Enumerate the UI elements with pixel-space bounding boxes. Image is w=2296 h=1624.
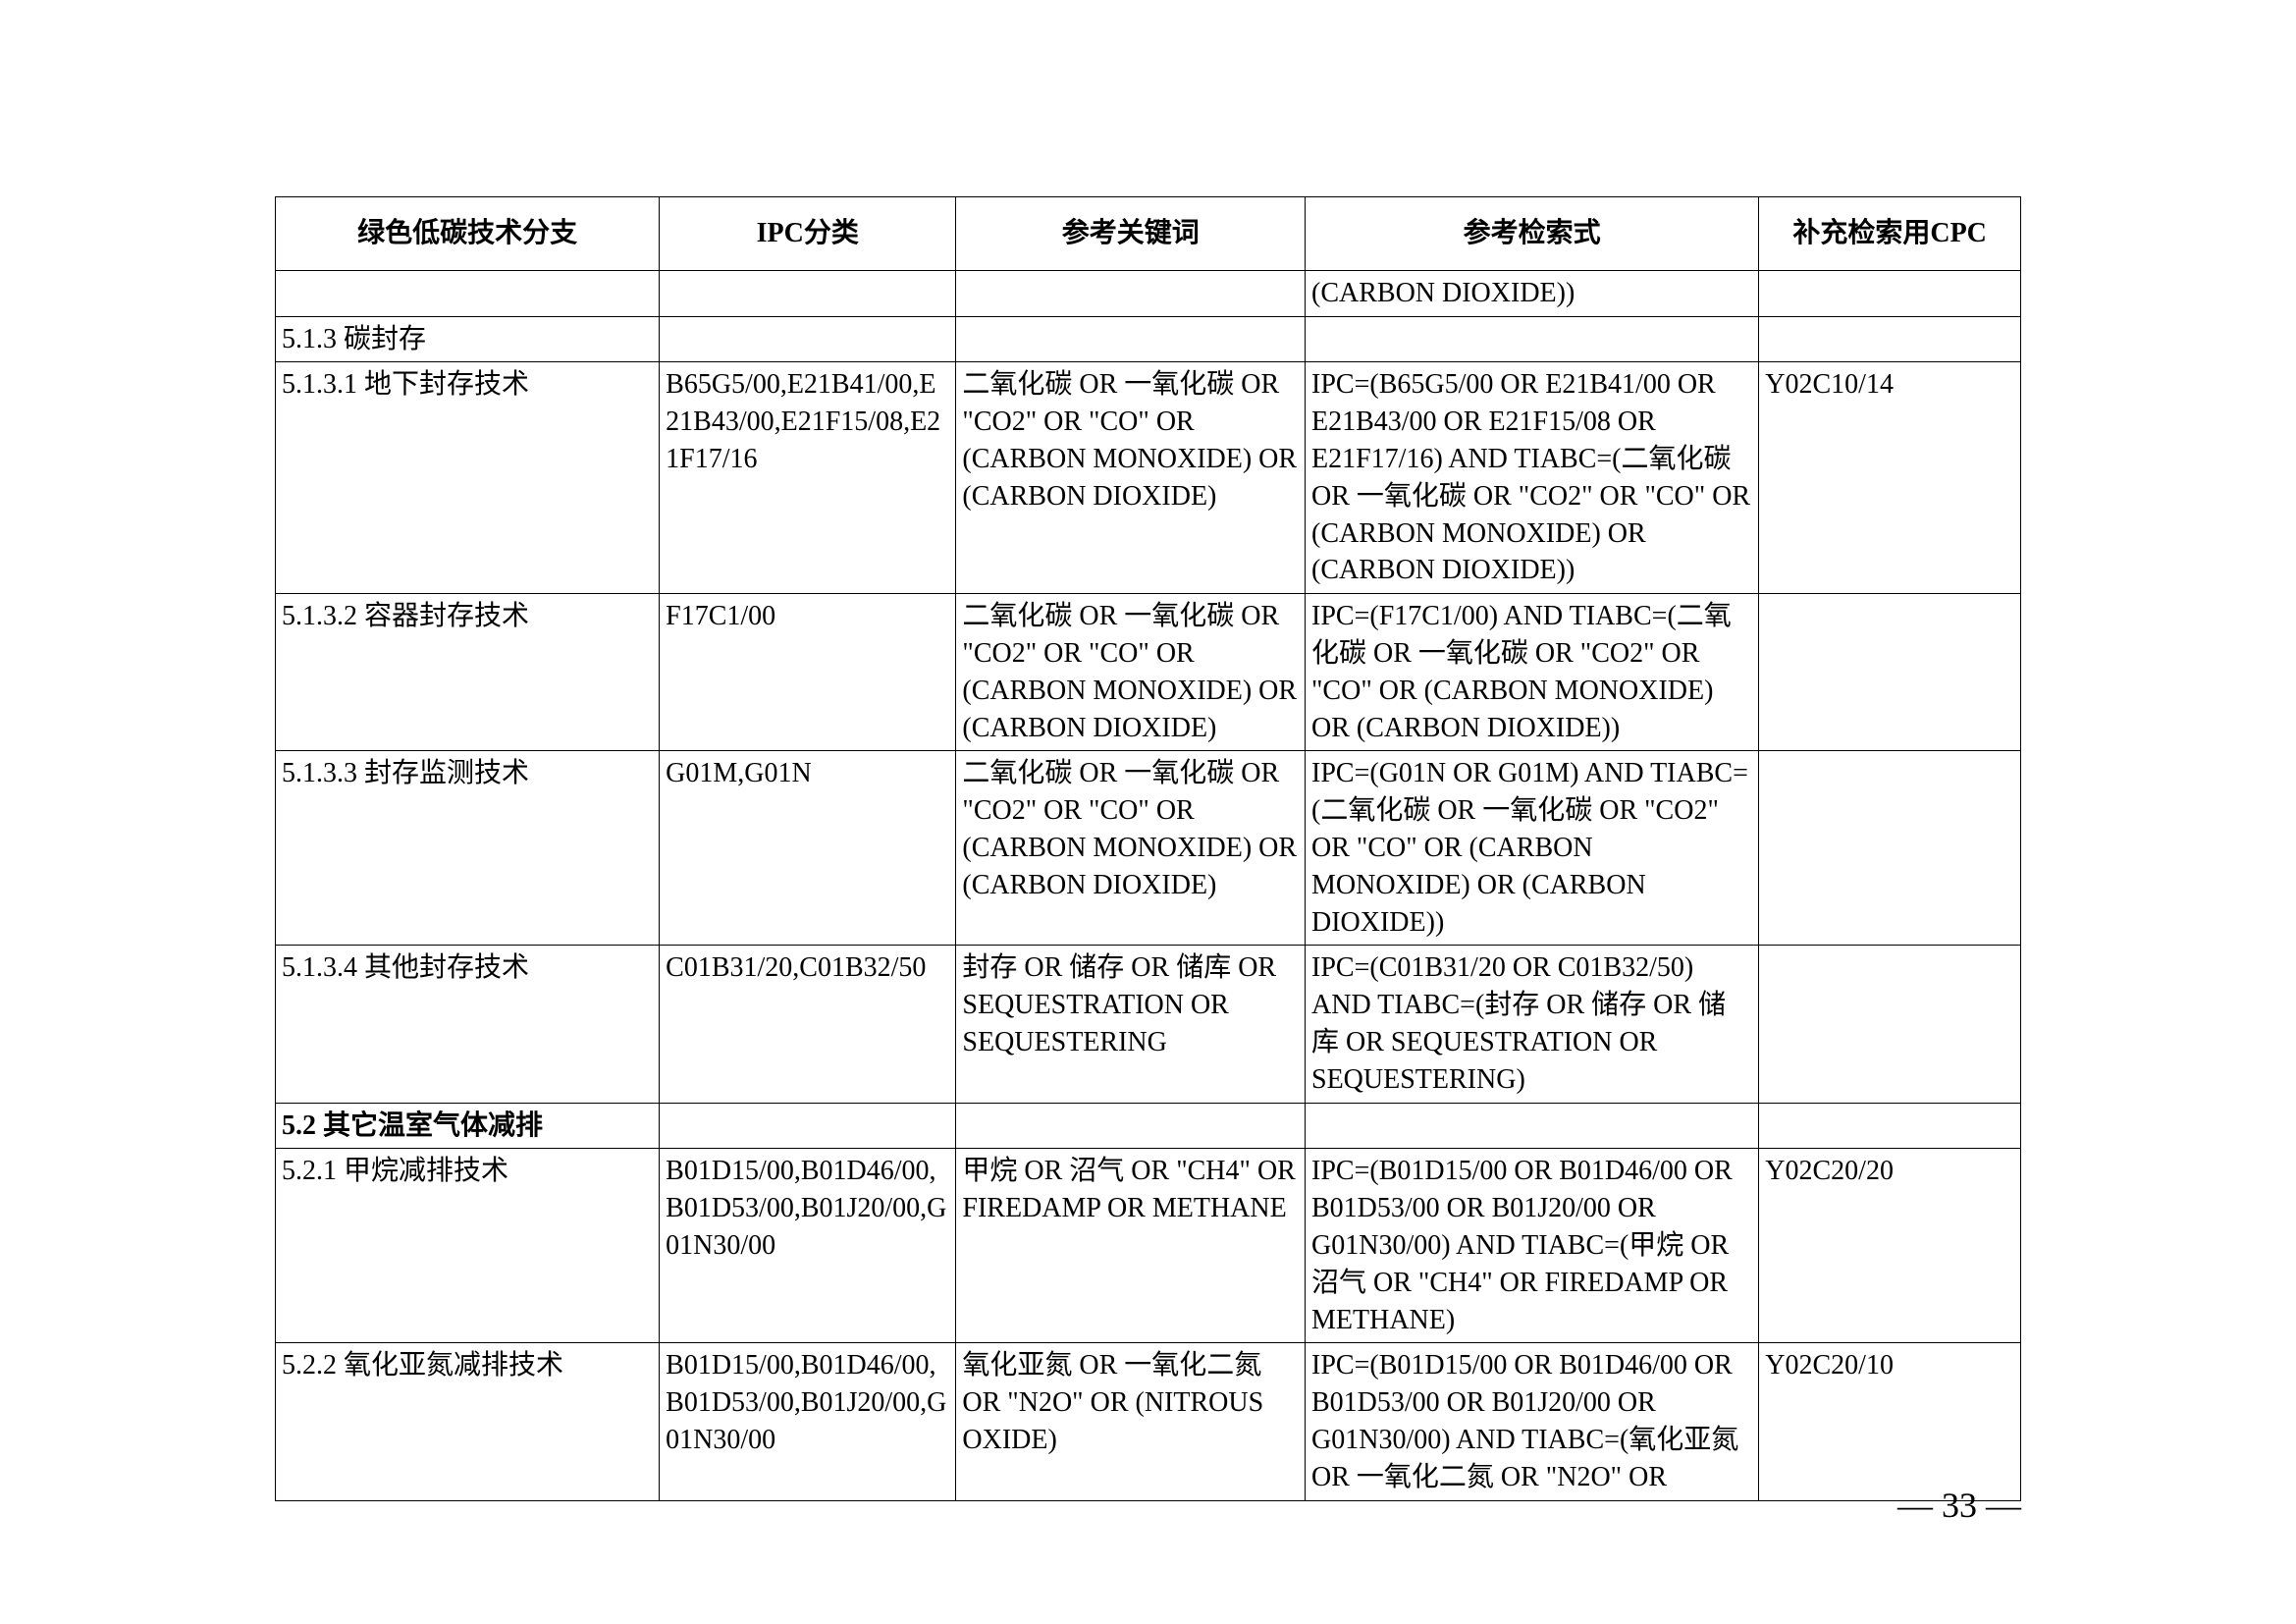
table-cell: C01B31/20,C01B32/50	[660, 946, 956, 1103]
table-cell: 二氧化碳 OR 一氧化碳 OR "CO2" OR "CO" OR (CARBON…	[956, 594, 1306, 751]
table-cell: F17C1/00	[660, 594, 956, 751]
table-row: 5.1.3.4 其他封存技术C01B31/20,C01B32/50封存 OR 储…	[276, 946, 2021, 1103]
page-number: — 33 —	[1897, 1485, 2021, 1526]
table-row: 5.1.3.1 地下封存技术B65G5/00,E21B41/00,E21B43/…	[276, 362, 2021, 594]
table-row: 5.1.3.2 容器封存技术F17C1/00二氧化碳 OR 一氧化碳 OR "C…	[276, 594, 2021, 751]
table-cell: 5.2 其它温室气体减排	[276, 1103, 660, 1149]
table-cell	[660, 270, 956, 316]
table-cell: 甲烷 OR 沼气 OR "CH4" OR FIREDAMP OR METHANE	[956, 1149, 1306, 1343]
table-cell: (CARBON DIOXIDE))	[1306, 270, 1759, 316]
table-cell	[956, 270, 1306, 316]
col-header-cpc: 补充检索用CPC	[1759, 197, 2021, 271]
table-cell: 二氧化碳 OR 一氧化碳 OR "CO2" OR "CO" OR (CARBON…	[956, 362, 1306, 594]
table-row: 5.2.1 甲烷减排技术B01D15/00,B01D46/00,B01D53/0…	[276, 1149, 2021, 1343]
table-cell: B01D15/00,B01D46/00,B01D53/00,B01J20/00,…	[660, 1343, 956, 1500]
table-cell	[660, 1103, 956, 1149]
table-cell	[1759, 1103, 2021, 1149]
col-header-keywords: 参考关键词	[956, 197, 1306, 271]
table-cell: IPC=(F17C1/00) AND TIABC=(二氧化碳 OR 一氧化碳 O…	[1306, 594, 1759, 751]
table-cell	[660, 316, 956, 362]
table-cell	[1306, 1103, 1759, 1149]
table-cell: 5.2.2 氧化亚氮减排技术	[276, 1343, 660, 1500]
page-container: 绿色低碳技术分支 IPC分类 参考关键词 参考检索式 补充检索用CPC (CAR…	[0, 0, 2296, 1599]
table-cell: IPC=(B01D15/00 OR B01D46/00 OR B01D53/00…	[1306, 1149, 1759, 1343]
table-header-row: 绿色低碳技术分支 IPC分类 参考关键词 参考检索式 补充检索用CPC	[276, 197, 2021, 271]
table-body: (CARBON DIOXIDE)) 5.1.3 碳封存5.1.3.1 地下封存技术…	[276, 270, 2021, 1500]
table-cell: 5.2.1 甲烷减排技术	[276, 1149, 660, 1343]
table-cell: 二氧化碳 OR 一氧化碳 OR "CO2" OR "CO" OR (CARBON…	[956, 751, 1306, 946]
table-cell: Y02C20/20	[1759, 1149, 2021, 1343]
table-cell: Y02C10/14	[1759, 362, 2021, 594]
table-cell	[1306, 316, 1759, 362]
table-cell: B65G5/00,E21B41/00,E21B43/00,E21F15/08,E…	[660, 362, 956, 594]
table-cell: IPC=(B65G5/00 OR E21B41/00 OR E21B43/00 …	[1306, 362, 1759, 594]
table-row: 5.1.3 碳封存	[276, 316, 2021, 362]
table-cell	[956, 316, 1306, 362]
table-cell: 5.1.3.1 地下封存技术	[276, 362, 660, 594]
table-cell: IPC=(B01D15/00 OR B01D46/00 OR B01D53/00…	[1306, 1343, 1759, 1500]
table-cell: 5.1.3 碳封存	[276, 316, 660, 362]
table-cell: 封存 OR 储存 OR 储库 OR SEQUESTRATION OR SEQUE…	[956, 946, 1306, 1103]
table-cell	[1759, 270, 2021, 316]
table-row: (CARBON DIOXIDE))	[276, 270, 2021, 316]
table-cell	[1759, 316, 2021, 362]
table-cell: IPC=(C01B31/20 OR C01B32/50) AND TIABC=(…	[1306, 946, 1759, 1103]
table-cell: 5.1.3.3 封存监测技术	[276, 751, 660, 946]
classification-table: 绿色低碳技术分支 IPC分类 参考关键词 参考检索式 补充检索用CPC (CAR…	[275, 196, 2021, 1501]
table-row: 5.2.2 氧化亚氮减排技术B01D15/00,B01D46/00,B01D53…	[276, 1343, 2021, 1500]
table-cell: 氧化亚氮 OR 一氧化二氮 OR "N2O" OR (NITROUS OXIDE…	[956, 1343, 1306, 1500]
table-cell	[1759, 946, 2021, 1103]
table-cell: B01D15/00,B01D46/00,B01D53/00,B01J20/00,…	[660, 1149, 956, 1343]
table-cell: IPC=(G01N OR G01M) AND TIABC=(二氧化碳 OR 一氧…	[1306, 751, 1759, 946]
table-cell	[276, 270, 660, 316]
table-cell: 5.1.3.4 其他封存技术	[276, 946, 660, 1103]
col-header-search: 参考检索式	[1306, 197, 1759, 271]
table-cell	[1759, 594, 2021, 751]
table-cell	[1759, 751, 2021, 946]
col-header-ipc: IPC分类	[660, 197, 956, 271]
col-header-branch: 绿色低碳技术分支	[276, 197, 660, 271]
table-row: 5.1.3.3 封存监测技术G01M,G01N二氧化碳 OR 一氧化碳 OR "…	[276, 751, 2021, 946]
table-row: 5.2 其它温室气体减排	[276, 1103, 2021, 1149]
table-cell	[956, 1103, 1306, 1149]
table-cell: G01M,G01N	[660, 751, 956, 946]
table-cell: Y02C20/10	[1759, 1343, 2021, 1500]
table-cell: 5.1.3.2 容器封存技术	[276, 594, 660, 751]
